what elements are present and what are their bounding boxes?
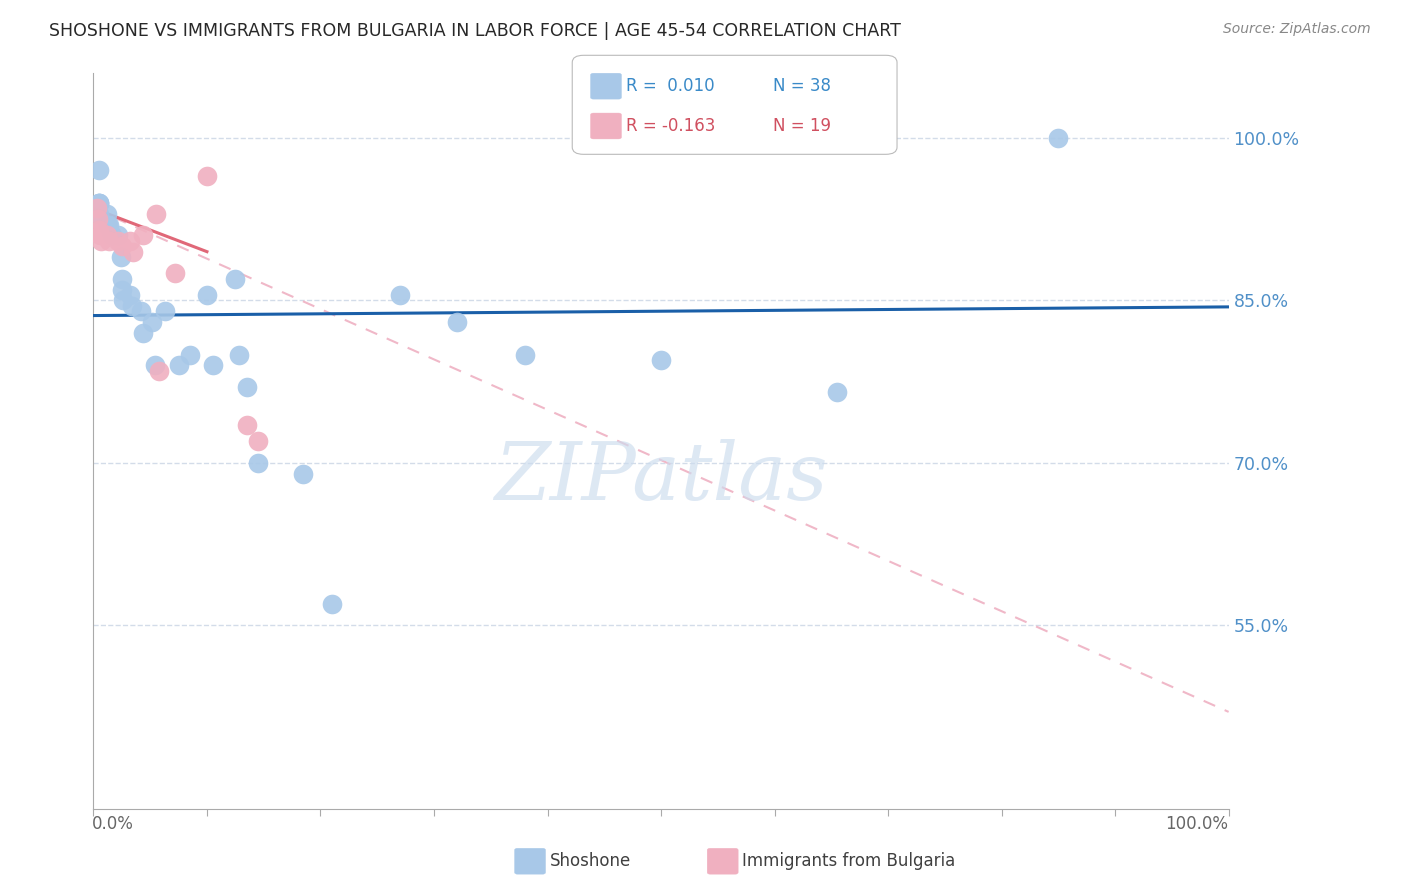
- Text: ZIPatlas: ZIPatlas: [495, 439, 828, 516]
- Point: [201, 359, 224, 373]
- Point: [87, 195, 110, 210]
- Point: [132, 326, 155, 340]
- Point: [118, 234, 141, 248]
- Point: [1047, 131, 1070, 145]
- Text: Shoshone: Shoshone: [550, 852, 631, 871]
- Point: [111, 271, 134, 285]
- Text: 0.0%: 0.0%: [93, 814, 134, 833]
- Point: [129, 304, 152, 318]
- Point: [195, 169, 218, 183]
- Point: [87, 207, 110, 221]
- Point: [110, 250, 132, 264]
- Point: [167, 359, 190, 373]
- Point: [153, 304, 176, 318]
- Point: [141, 315, 163, 329]
- Point: [100, 228, 122, 243]
- Point: [87, 195, 110, 210]
- Point: [388, 288, 411, 302]
- Point: [90, 234, 112, 248]
- Text: N = 38: N = 38: [773, 78, 831, 95]
- Text: N = 19: N = 19: [773, 117, 831, 135]
- Point: [98, 218, 121, 232]
- Point: [195, 288, 218, 302]
- Point: [224, 271, 246, 285]
- Text: Immigrants from Bulgaria: Immigrants from Bulgaria: [742, 852, 956, 871]
- Point: [247, 434, 270, 449]
- Point: [86, 202, 108, 216]
- Text: SHOSHONE VS IMMIGRANTS FROM BULGARIA IN LABOR FORCE | AGE 45-54 CORRELATION CHAR: SHOSHONE VS IMMIGRANTS FROM BULGARIA IN …: [49, 22, 901, 40]
- Point: [122, 244, 145, 259]
- Point: [111, 283, 134, 297]
- Point: [87, 223, 110, 237]
- Point: [96, 207, 118, 221]
- Point: [650, 353, 672, 368]
- Point: [87, 195, 110, 210]
- Point: [179, 347, 201, 361]
- Point: [121, 299, 143, 313]
- Point: [228, 347, 250, 361]
- Text: Source: ZipAtlas.com: Source: ZipAtlas.com: [1223, 22, 1371, 37]
- Point: [111, 293, 134, 308]
- Text: 100.0%: 100.0%: [1166, 814, 1229, 833]
- Point: [446, 315, 468, 329]
- Text: R = -0.163: R = -0.163: [626, 117, 716, 135]
- Point: [235, 380, 257, 394]
- Point: [513, 347, 536, 361]
- Point: [292, 467, 315, 481]
- Point: [148, 364, 170, 378]
- Point: [87, 163, 110, 178]
- Point: [132, 228, 155, 243]
- Point: [96, 228, 118, 243]
- Point: [87, 212, 110, 227]
- Point: [107, 234, 129, 248]
- Point: [321, 597, 343, 611]
- Point: [165, 266, 187, 280]
- Point: [89, 228, 111, 243]
- Point: [97, 218, 120, 232]
- Point: [247, 456, 270, 470]
- Point: [107, 228, 129, 243]
- Point: [98, 234, 121, 248]
- Point: [111, 239, 134, 253]
- Point: [235, 417, 257, 432]
- Point: [145, 207, 167, 221]
- Point: [825, 385, 848, 400]
- Point: [143, 359, 166, 373]
- Text: R =  0.010: R = 0.010: [626, 78, 714, 95]
- Point: [118, 288, 141, 302]
